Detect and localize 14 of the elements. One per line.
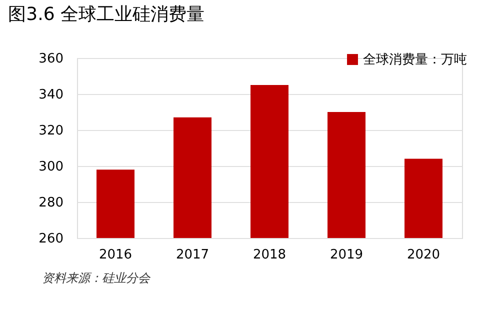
y-tick-label: 340 xyxy=(38,88,64,102)
x-tick-label: 2020 xyxy=(406,248,440,262)
chart-title: 图3.6 全球工业硅消费量 xyxy=(8,4,205,25)
y-tick-label: 260 xyxy=(38,232,64,246)
legend-label: 全球消费量：万吨 xyxy=(363,52,467,68)
x-tick-label: 2019 xyxy=(330,248,364,262)
x-tick-label: 2016 xyxy=(98,248,132,262)
x-tick-label: 2018 xyxy=(252,248,286,262)
y-tick-label: 360 xyxy=(38,52,64,66)
y-tick-label: 280 xyxy=(38,196,64,210)
x-tick-label: 2017 xyxy=(176,248,210,262)
y-tick-label: 320 xyxy=(38,124,64,138)
text: 资料来源：硅业分会 xyxy=(42,271,151,285)
y-tick-label: 300 xyxy=(38,160,64,174)
